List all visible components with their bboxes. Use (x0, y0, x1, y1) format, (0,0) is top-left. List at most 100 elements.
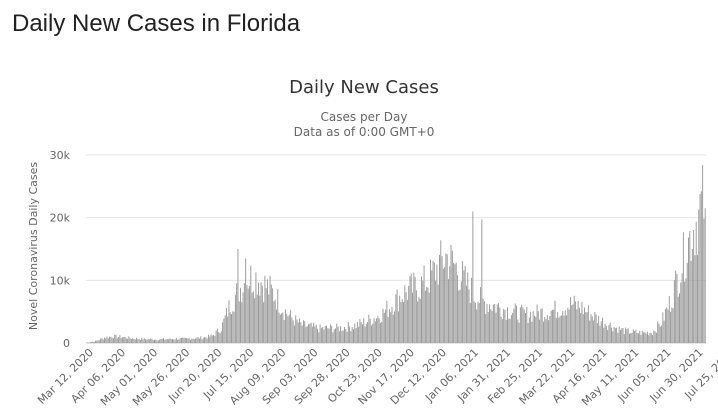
bar[interactable] (412, 292, 414, 343)
bar[interactable] (272, 288, 274, 343)
bar[interactable] (397, 311, 399, 343)
bar[interactable] (406, 299, 408, 343)
bar[interactable] (323, 329, 325, 343)
bar[interactable] (222, 322, 224, 343)
bar[interactable] (508, 318, 510, 343)
bar[interactable] (605, 325, 607, 343)
bar[interactable] (136, 337, 138, 343)
bar[interactable] (598, 315, 600, 343)
bar[interactable] (409, 276, 411, 343)
bar[interactable] (279, 314, 281, 343)
bar[interactable] (391, 306, 393, 343)
bar[interactable] (540, 309, 542, 343)
bar[interactable] (453, 262, 455, 343)
bar[interactable] (576, 309, 578, 343)
bar[interactable] (210, 334, 212, 343)
bar[interactable] (363, 318, 365, 343)
bar[interactable] (691, 248, 693, 343)
bar[interactable] (465, 285, 467, 343)
bar[interactable] (242, 292, 244, 343)
bar[interactable] (87, 342, 89, 343)
bar[interactable] (414, 277, 416, 343)
bar[interactable] (554, 300, 556, 343)
bar[interactable] (124, 336, 126, 343)
bar[interactable] (200, 336, 202, 343)
bar[interactable] (204, 337, 206, 343)
bar[interactable] (96, 340, 98, 343)
bar[interactable] (462, 261, 464, 343)
bar[interactable] (664, 309, 666, 343)
bar[interactable] (578, 307, 580, 343)
bar[interactable] (477, 301, 479, 343)
bar[interactable] (532, 311, 534, 343)
bar[interactable] (568, 309, 570, 343)
bar[interactable] (218, 332, 220, 343)
bar[interactable] (292, 320, 294, 343)
bar[interactable] (155, 339, 157, 343)
bar[interactable] (564, 310, 566, 343)
bar[interactable] (310, 322, 312, 343)
bar[interactable] (483, 301, 485, 343)
bar[interactable] (255, 272, 257, 343)
bar[interactable] (555, 318, 557, 343)
bar[interactable] (587, 305, 589, 343)
bar[interactable] (263, 302, 265, 343)
bar[interactable] (625, 327, 627, 343)
bar[interactable] (581, 301, 583, 343)
bar[interactable] (436, 264, 438, 343)
bar[interactable] (129, 338, 131, 343)
bar[interactable] (142, 339, 144, 343)
bar[interactable] (451, 250, 453, 343)
bar[interactable] (437, 284, 439, 343)
bar[interactable] (553, 309, 555, 343)
bar[interactable] (496, 304, 498, 343)
bar[interactable] (317, 328, 319, 343)
bar[interactable] (209, 336, 211, 343)
bar[interactable] (168, 339, 170, 343)
bar[interactable] (143, 337, 145, 343)
bar[interactable] (261, 285, 263, 343)
bar[interactable] (169, 338, 171, 343)
bar[interactable] (372, 323, 374, 343)
bar[interactable] (264, 275, 266, 343)
bar[interactable] (106, 336, 108, 343)
bar[interactable] (474, 302, 476, 343)
bar[interactable] (558, 317, 560, 343)
bar[interactable] (485, 314, 487, 343)
bar[interactable] (219, 333, 221, 343)
bar[interactable] (471, 277, 473, 343)
bar[interactable] (202, 338, 204, 343)
bar[interactable] (476, 309, 478, 343)
bar[interactable] (207, 334, 209, 343)
bar[interactable] (188, 338, 190, 343)
bar[interactable] (468, 289, 470, 343)
bar[interactable] (89, 342, 91, 343)
bar[interactable] (655, 332, 657, 343)
bar[interactable] (120, 338, 122, 343)
bar[interactable] (132, 338, 134, 343)
bar[interactable] (487, 312, 489, 343)
bar[interactable] (399, 295, 401, 343)
bar[interactable] (355, 328, 357, 343)
bar[interactable] (631, 332, 633, 343)
bar[interactable] (573, 295, 575, 343)
bar[interactable] (359, 318, 361, 343)
bar[interactable] (175, 338, 177, 343)
bar[interactable] (423, 265, 425, 343)
bar[interactable] (617, 332, 619, 343)
bar[interactable] (432, 260, 434, 343)
bar[interactable] (505, 319, 507, 343)
bar[interactable] (318, 332, 320, 343)
bar[interactable] (105, 338, 107, 343)
bar[interactable] (291, 317, 293, 343)
bar[interactable] (119, 335, 121, 343)
bar[interactable] (114, 334, 116, 343)
bar[interactable] (517, 319, 519, 343)
bar[interactable] (690, 260, 692, 343)
bar[interactable] (636, 333, 638, 343)
bar[interactable] (593, 320, 594, 343)
bar[interactable] (172, 339, 173, 343)
bar[interactable] (350, 331, 352, 343)
bar[interactable] (368, 314, 370, 343)
bar[interactable] (489, 304, 491, 343)
